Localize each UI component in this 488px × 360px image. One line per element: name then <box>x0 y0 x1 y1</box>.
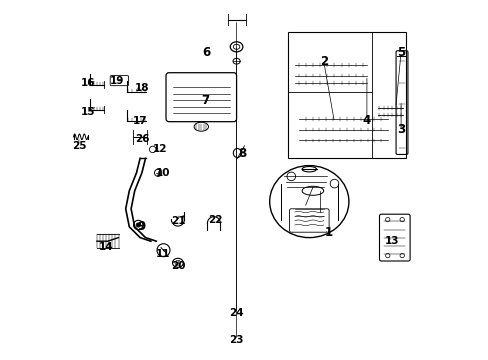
Text: 20: 20 <box>170 261 185 271</box>
Text: 19: 19 <box>109 76 123 86</box>
Text: 25: 25 <box>72 141 86 151</box>
Text: 18: 18 <box>134 83 149 93</box>
Text: 26: 26 <box>134 134 149 144</box>
Text: 3: 3 <box>396 123 405 136</box>
Text: 17: 17 <box>133 116 147 126</box>
Text: 14: 14 <box>99 242 113 252</box>
Text: 21: 21 <box>170 216 185 226</box>
Text: 4: 4 <box>362 114 370 127</box>
Text: 7: 7 <box>201 94 208 107</box>
Text: 10: 10 <box>156 168 170 178</box>
Text: 24: 24 <box>229 308 244 318</box>
Text: 6: 6 <box>202 46 210 59</box>
Text: 8: 8 <box>238 147 246 159</box>
Text: 12: 12 <box>152 144 167 154</box>
Text: 2: 2 <box>319 55 327 68</box>
Text: 11: 11 <box>156 249 170 259</box>
Text: 16: 16 <box>81 78 95 88</box>
Text: 9: 9 <box>138 220 146 233</box>
Text: 5: 5 <box>396 46 405 59</box>
Text: 15: 15 <box>81 107 95 117</box>
Text: 23: 23 <box>229 335 244 345</box>
Text: 1: 1 <box>325 226 332 239</box>
Circle shape <box>136 223 140 227</box>
Text: 13: 13 <box>384 236 399 246</box>
Text: 22: 22 <box>208 215 223 225</box>
